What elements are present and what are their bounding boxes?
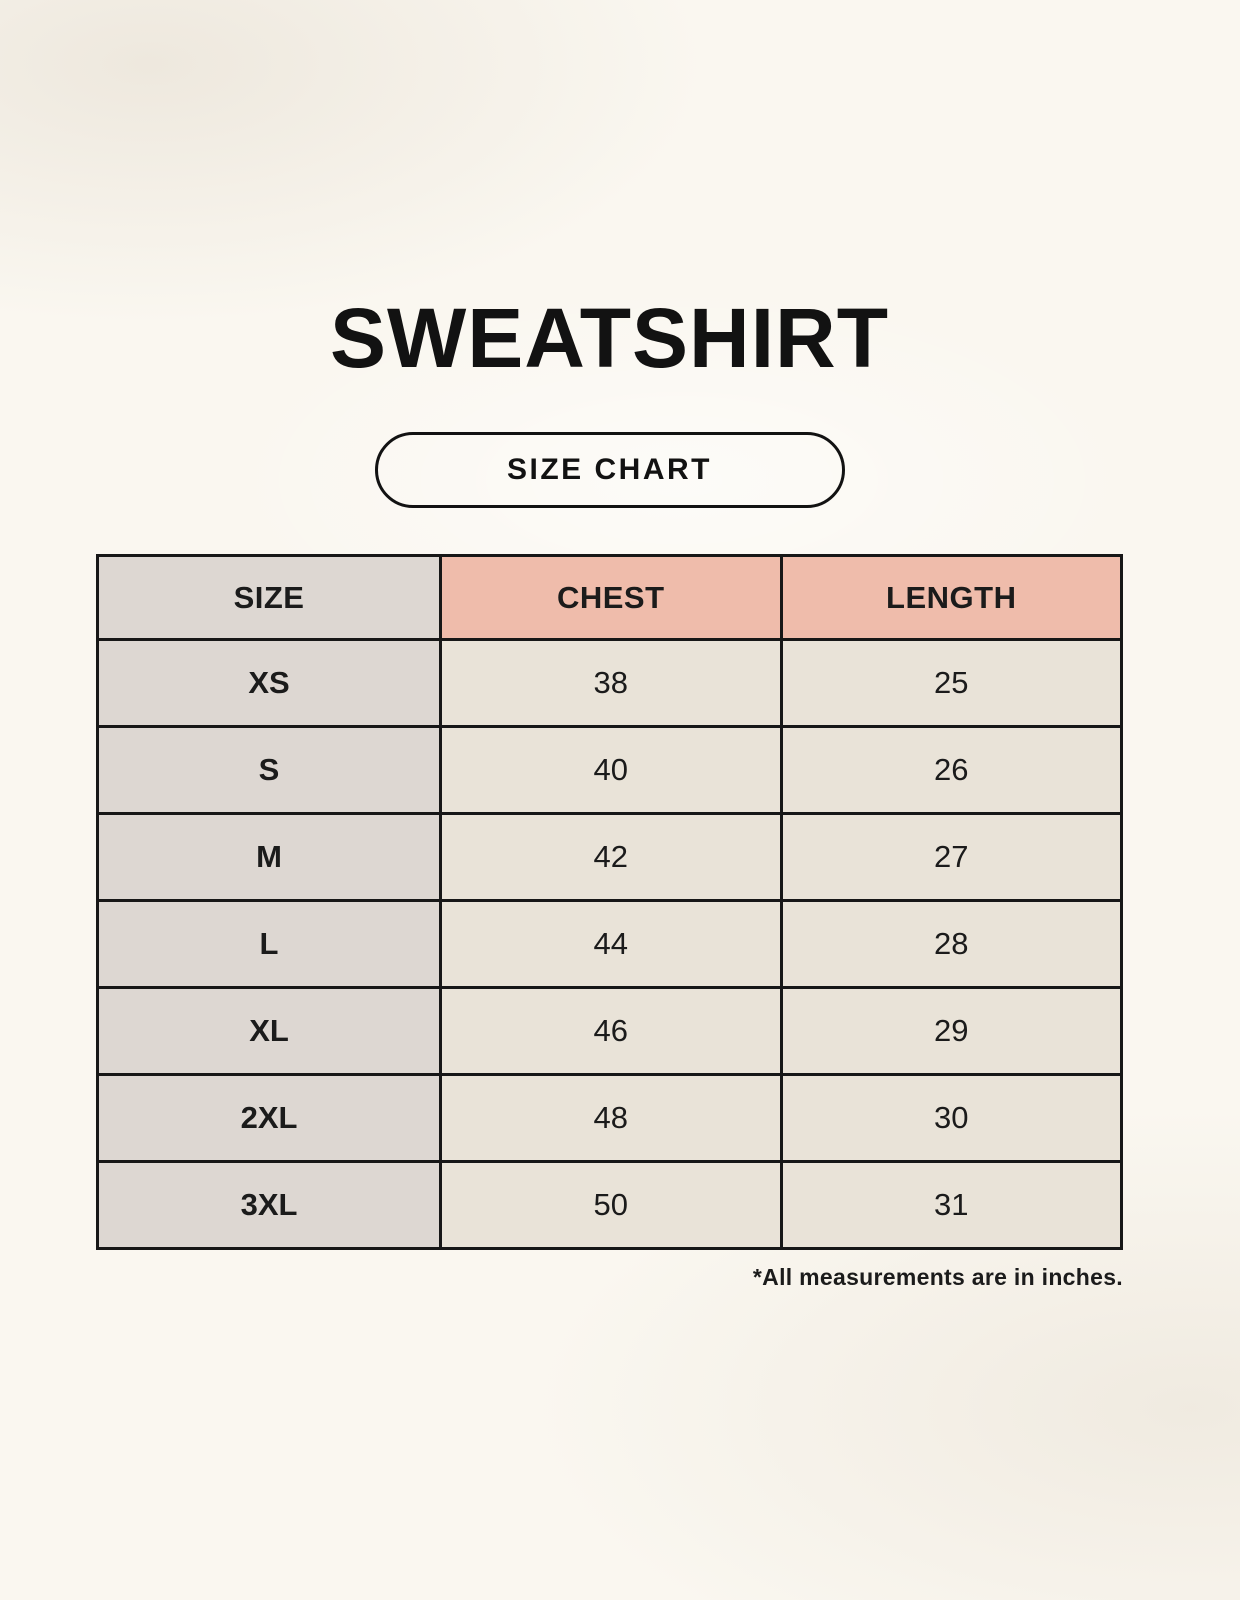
table-row-3xl: 3XL 50 31 <box>95 1160 1123 1251</box>
chest-cell: 40 <box>439 725 783 816</box>
size-cell: 2XL <box>95 1073 443 1164</box>
chest-cell: 50 <box>439 1160 783 1251</box>
header-chest: CHEST <box>439 554 783 642</box>
size-chart-badge-label: SIZE CHART <box>507 453 712 487</box>
length-cell: 30 <box>779 1073 1123 1164</box>
header-size: SIZE <box>95 554 443 642</box>
size-cell: M <box>95 812 443 903</box>
header-row: SIZE CHEST LENGTH <box>95 554 1123 642</box>
product-title: SWEATSHIRT <box>329 291 890 385</box>
badge-container: SIZE CHART <box>96 432 1123 509</box>
chest-cell: 46 <box>439 986 783 1077</box>
table-row-l: L 44 28 <box>95 899 1123 990</box>
table-row-2xl: 2XL 48 30 <box>95 1073 1123 1164</box>
size-chart-badge: SIZE CHART <box>374 432 845 509</box>
size-cell: XS <box>95 638 443 729</box>
size-cell: XL <box>95 986 443 1077</box>
chest-cell: 42 <box>439 812 783 903</box>
length-cell: 25 <box>779 638 1123 729</box>
length-cell: 27 <box>779 812 1123 903</box>
size-table: SIZE CHEST LENGTH XS 38 25 S 40 26 M <box>95 554 1123 1251</box>
size-cell: S <box>95 725 443 816</box>
measurements-footnote: *All measurements are in inches. <box>752 1264 1123 1291</box>
size-table-header: SIZE CHEST LENGTH <box>95 554 1123 642</box>
table-row-s: S 40 26 <box>95 725 1123 816</box>
chest-cell: 38 <box>439 638 783 729</box>
header-length: LENGTH <box>779 554 1123 642</box>
chest-cell: 44 <box>439 899 783 990</box>
size-cell: L <box>95 899 443 990</box>
table-row-xl: XL 46 29 <box>95 986 1123 1077</box>
table-row-m: M 42 27 <box>95 812 1123 903</box>
size-table-body: XS 38 25 S 40 26 M 42 27 L 44 28 <box>95 638 1123 1251</box>
content-column: SWEATSHIRT SIZE CHART SIZE CHEST LENGTH … <box>95 0 1123 1291</box>
size-cell: 3XL <box>95 1160 443 1251</box>
length-cell: 29 <box>779 986 1123 1077</box>
table-row-xs: XS 38 25 <box>95 638 1123 729</box>
length-cell: 31 <box>779 1160 1123 1251</box>
chest-cell: 48 <box>439 1073 783 1164</box>
length-cell: 26 <box>779 725 1123 816</box>
length-cell: 28 <box>779 899 1123 990</box>
